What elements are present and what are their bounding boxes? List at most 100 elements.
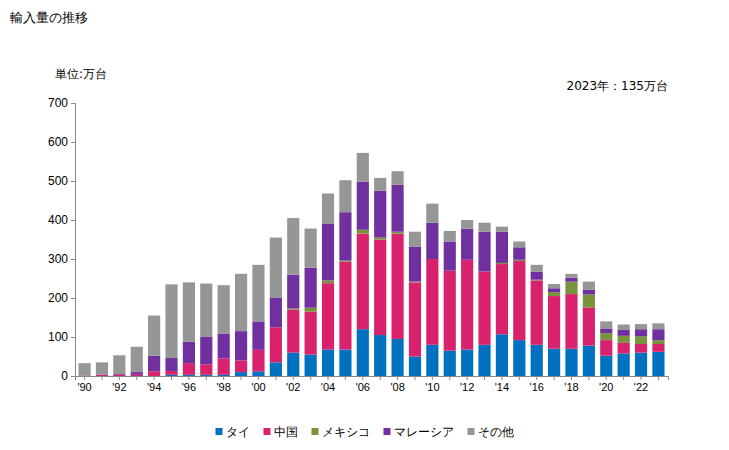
bar — [478, 271, 490, 344]
bar — [322, 193, 334, 223]
legend-label: メキシコ — [322, 425, 370, 439]
x-tick-label: '22 — [634, 381, 648, 393]
x-tick: '00 — [251, 376, 265, 393]
bar — [96, 374, 108, 375]
bars — [78, 153, 664, 376]
x-tick: '10 — [425, 376, 439, 393]
x-tick — [136, 376, 137, 380]
bar — [322, 224, 334, 281]
y-tick-label: 0 — [61, 369, 68, 383]
x-tick: '08 — [390, 376, 404, 393]
bar — [461, 229, 473, 260]
bar — [565, 274, 577, 278]
x-tick-mark — [467, 376, 468, 380]
bar — [148, 356, 160, 372]
bar — [322, 280, 334, 283]
bar — [635, 324, 647, 329]
legend: タイ中国メキシコマレーシアその他 — [216, 425, 514, 439]
x-tick-mark — [362, 376, 363, 380]
x-tick — [241, 376, 242, 380]
y-tick-label: 600 — [48, 135, 68, 149]
bar — [444, 241, 456, 270]
x-tick: '14 — [495, 376, 509, 393]
bar — [426, 259, 438, 345]
bar — [322, 283, 334, 349]
bar — [652, 323, 664, 329]
x-tick-mark — [449, 376, 450, 380]
bar — [339, 349, 351, 376]
x-tick-mark — [380, 376, 381, 380]
bar — [548, 288, 560, 292]
bar — [618, 336, 630, 343]
bar — [305, 229, 317, 268]
y-tick-label: 500 — [48, 174, 68, 188]
bar — [374, 240, 386, 336]
x-tick — [484, 376, 485, 380]
bar — [374, 178, 386, 191]
bar — [409, 232, 421, 247]
bar — [165, 358, 177, 371]
x-tick-mark — [501, 376, 502, 380]
x-tick-mark — [484, 376, 485, 380]
x-tick — [275, 376, 276, 380]
legend-label: マレーシア — [394, 425, 454, 439]
x-tick-mark — [519, 376, 520, 380]
x-tick: '98 — [217, 376, 231, 393]
bar — [131, 375, 143, 376]
bar — [391, 185, 403, 232]
series — [78, 182, 664, 376]
x-tick — [414, 376, 415, 380]
x-tick: '06 — [356, 376, 370, 393]
bar — [339, 180, 351, 212]
x-tick-mark — [432, 376, 433, 380]
bar — [113, 375, 125, 376]
bar — [287, 218, 299, 275]
bar — [444, 351, 456, 376]
bar — [531, 265, 543, 272]
bar — [478, 345, 490, 376]
bar — [339, 262, 351, 350]
bar — [444, 271, 456, 351]
bar — [461, 260, 473, 350]
x-tick-mark — [658, 376, 659, 380]
x-tick — [310, 376, 311, 380]
x-tick-mark — [397, 376, 398, 380]
x-tick-mark — [275, 376, 276, 380]
bar — [548, 284, 560, 288]
bar — [200, 337, 212, 364]
x-tick — [623, 376, 624, 380]
bar — [652, 352, 664, 376]
x-tick — [171, 376, 172, 380]
y-axis: 0100200300400500600700 — [48, 96, 76, 383]
x-tick: '16 — [530, 376, 544, 393]
x-tick: '18 — [564, 376, 578, 393]
x-tick — [449, 376, 450, 380]
bar — [305, 308, 317, 312]
bar — [96, 362, 108, 374]
bar — [200, 364, 212, 375]
x-tick: '20 — [599, 376, 613, 393]
bar — [531, 345, 543, 376]
bar — [357, 182, 369, 230]
bar — [252, 321, 264, 349]
bar — [270, 327, 282, 362]
y-tick-mark — [71, 142, 75, 143]
legend-item: 中国 — [264, 425, 298, 439]
bar — [200, 284, 212, 337]
y-tick: 500 — [48, 174, 75, 188]
x-tick-mark — [293, 376, 294, 380]
bar — [565, 349, 577, 376]
bar — [148, 316, 160, 356]
legend-item: マレーシア — [384, 425, 454, 439]
bar — [96, 376, 108, 377]
bar — [409, 357, 421, 377]
y-tick: 200 — [48, 291, 75, 305]
bar — [391, 339, 403, 376]
x-tick: '92 — [112, 376, 126, 393]
legend-label: 中国 — [274, 425, 298, 439]
x-tick — [380, 376, 381, 380]
x-tick — [206, 376, 207, 380]
bar — [496, 232, 508, 263]
annotation: 2023年：135万台 — [567, 79, 668, 93]
legend-swatch — [468, 428, 475, 435]
